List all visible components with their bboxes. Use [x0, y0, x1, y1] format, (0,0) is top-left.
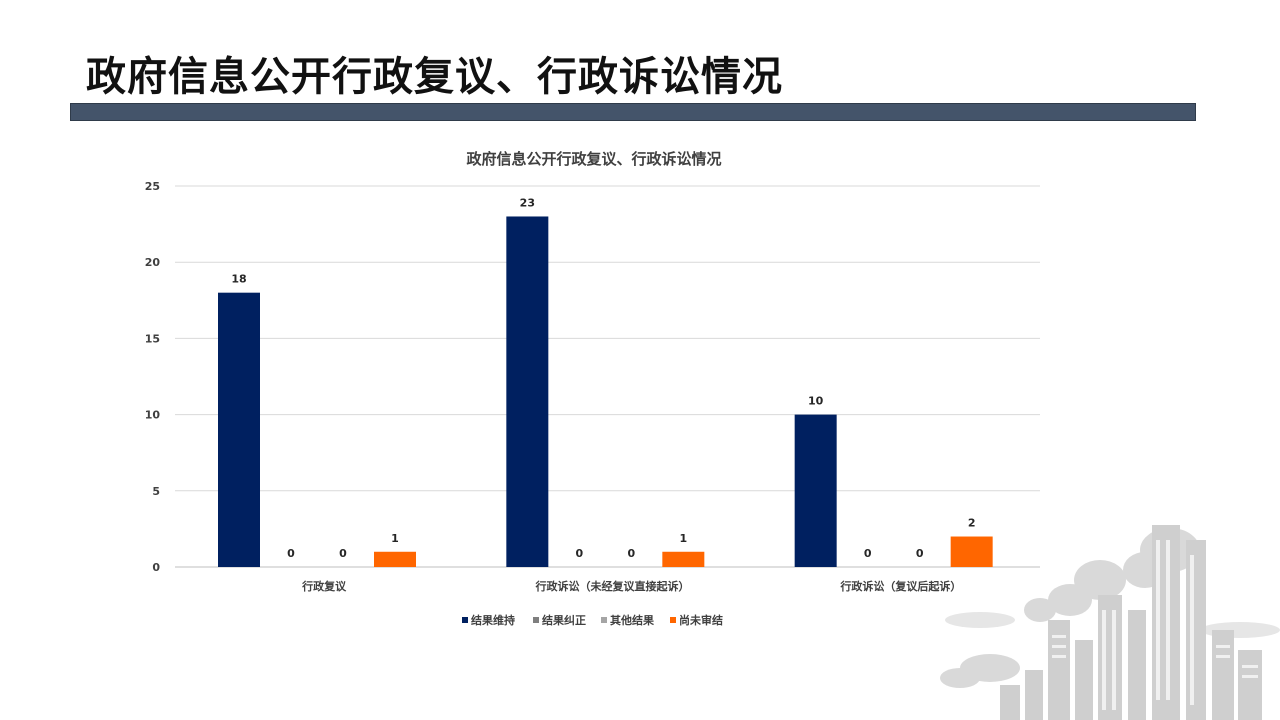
city-skyline-decoration: [940, 525, 1280, 720]
title-accent-bar: [70, 103, 1196, 121]
y-tick-label: 25: [145, 180, 160, 193]
data-labels: 18 0 0 1 23 0 0 1 10 0 0 2: [231, 196, 975, 560]
bar: [218, 292, 260, 567]
y-tick-label: 5: [152, 485, 160, 498]
legend-entry: 尚未审结: [679, 613, 723, 627]
legend-entry: 其他结果: [610, 613, 654, 627]
data-label: 1: [680, 532, 688, 545]
data-label: 0: [339, 547, 347, 560]
legend-swatch: [462, 617, 468, 623]
y-tick-label: 0: [152, 561, 160, 574]
legend-entry: 结果维持: [470, 613, 515, 627]
x-tick-label: 行政诉讼（未经复议直接起诉）: [535, 579, 690, 593]
x-tick-label: 行政诉讼（复议后起诉）: [839, 579, 961, 593]
slide-title: 政府信息公开行政复议、行政诉讼情况: [86, 54, 783, 100]
x-axis-labels: 行政复议 行政诉讼（未经复议直接起诉） 行政诉讼（复议后起诉）: [301, 579, 961, 593]
legend-swatch: [601, 617, 607, 623]
legend-entry: 结果纠正: [541, 613, 586, 627]
data-label: 0: [628, 547, 636, 560]
y-axis-labels: 0 5 10 15 20 25: [145, 180, 161, 574]
data-label: 23: [520, 196, 535, 209]
y-tick-label: 10: [145, 409, 161, 422]
bar: [794, 414, 837, 567]
data-label: 0: [576, 547, 584, 560]
gridlines: [175, 185, 1040, 568]
bars: [218, 216, 993, 568]
legend-swatch: [670, 617, 676, 623]
legend: 结果维持 结果纠正 其他结果 尚未审结: [462, 613, 723, 627]
y-tick-label: 20: [145, 256, 161, 269]
chart-title: 政府信息公开行政复议、行政诉讼情况: [466, 150, 721, 168]
bar: [662, 551, 705, 567]
legend-swatch: [533, 617, 539, 623]
y-tick-label: 15: [145, 332, 160, 345]
data-label: 0: [287, 547, 295, 560]
data-label: 1: [391, 532, 399, 545]
data-label: 10: [808, 395, 824, 408]
data-label: 0: [864, 547, 872, 560]
data-label: 2: [968, 517, 976, 530]
x-tick-label: 行政复议: [301, 579, 347, 593]
data-label: 18: [231, 273, 246, 286]
bar: [950, 536, 993, 567]
bar: [506, 216, 549, 568]
bar: [374, 551, 416, 567]
data-label: 0: [916, 547, 924, 560]
